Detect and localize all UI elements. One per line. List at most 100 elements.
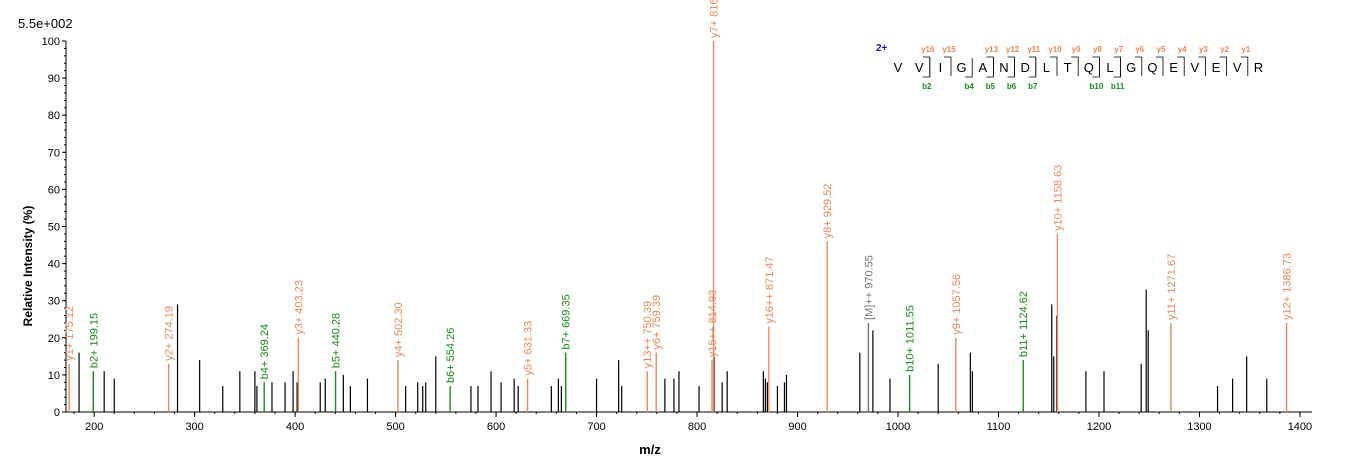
sequence-residue: V [915,60,924,75]
sequence-residue: V [1190,60,1199,75]
x-tick-label: 600 [487,421,505,433]
b-fragment-label: b2 [922,82,932,91]
y-tick-label: 0 [54,407,60,419]
y-fragment-bracket [1113,56,1121,76]
y-fragment-bracket [986,56,994,76]
sequence-residue: V [1233,60,1242,75]
y-fragment-label: y6 [1135,45,1144,54]
y-tick-label: 90 [48,73,60,85]
x-tick-label: 200 [85,421,103,433]
sequence-residue: Q [1147,60,1157,75]
sequence-residue: G [957,60,967,75]
peak-label: y7+ 816.41 [709,0,721,38]
b-fragment-label: b7 [1028,82,1038,91]
peak-label: b6+ 554.26 [445,328,457,383]
peak-label: b5+ 440.28 [331,313,343,368]
y-fragment-label: y2 [1220,45,1229,54]
x-tick-label: 800 [688,421,706,433]
y-fragment-label: y10 [1048,45,1062,54]
peak-label: [M]++ 970.55 [863,255,875,320]
x-tick-label: 300 [185,421,203,433]
y-tick-label: 60 [48,184,60,196]
b-fragment-label: b10 [1090,82,1104,91]
peak-label: y1+ 175.12 [64,306,76,361]
sequence-residue: E [1169,60,1178,75]
sequence-residue: E [1212,60,1221,75]
sequence-residue: G [1126,60,1136,75]
y-tick-label: 20 [48,333,60,345]
b-fragment-bracket [1092,58,1100,78]
sequence-residue: N [999,60,1008,75]
peak-label: y13++ 750.39 [642,301,654,368]
b-fragment-bracket [1028,58,1037,78]
b-fragment-bracket [922,58,931,78]
intensity-scale-label: 5.5e+002 [18,16,73,31]
x-tick-label: 900 [788,421,806,433]
sequence-residue: T [1064,60,1072,75]
y-fragment-label: y7 [1114,45,1123,54]
y-fragment-bracket [1198,56,1206,76]
y-fragment-bracket [1134,56,1143,76]
y-fragment-label: y3 [1199,45,1208,54]
x-tick-label: 700 [587,421,605,433]
peak-label: y11+ 1271.67 [1166,254,1178,320]
y-fragment-label: y4 [1178,45,1187,54]
y-tick-label: 50 [48,222,60,234]
x-tick-label: 1200 [1087,421,1111,433]
y-fragment-bracket [1050,56,1058,76]
b-fragment-bracket [1007,58,1015,78]
peak-label: y3+ 403.23 [293,280,305,335]
peak-label: y2+ 274.19 [164,306,176,361]
sequence-residue: L [1043,60,1050,75]
sequence-residue: V [894,60,903,75]
y-tick-label: 40 [48,259,60,271]
b-fragment-label: b4 [965,82,975,91]
y-fragment-label: y16 [921,45,935,54]
y-tick-label: 10 [48,370,60,382]
b-fragment-bracket [965,58,973,78]
x-tick-label: 1100 [987,421,1011,433]
y-fragment-bracket [944,56,952,76]
peak-label: y6+ 759.39 [651,295,663,350]
x-tick-label: 400 [286,421,304,433]
y-fragment-bracket [922,56,931,76]
y-tick-label: 30 [48,296,60,308]
peak-label: y4+ 502.30 [393,302,405,357]
y-fragment-label: y1 [1241,45,1250,54]
peak-label: y10+ 1158.63 [1052,165,1064,231]
peak-label: y5+ 631.33 [523,321,535,376]
sequence-residue: D [1021,60,1030,75]
b-fragment-bracket [1113,58,1121,78]
y-fragment-label: y15 [942,45,956,54]
peak-label: b10+ 1011.55 [905,305,917,372]
y-fragment-bracket [1156,56,1164,76]
peak-label: y16++ 871.47 [764,256,776,323]
sequence-residue: A [978,60,987,75]
y-fragment-label: y11 [1027,45,1040,54]
y-fragment-bracket [1177,56,1185,76]
y-tick-label: 80 [48,110,60,122]
peak-label: y9+ 1057.56 [951,274,963,335]
charge-state-label: 2+ [876,43,888,54]
y-fragment-label: y12 [1006,45,1020,54]
y-fragment-bracket [1071,56,1079,76]
peak-label: b4+ 369.24 [259,324,271,379]
sequence-residue: L [1106,60,1113,75]
x-axis-label: m/z [639,442,661,457]
peak-label: b7+ 669.35 [561,294,573,349]
y-fragment-label: y9 [1072,45,1081,54]
peak-label: y12+ 1386.73 [1282,253,1294,320]
x-tick-label: 1300 [1187,421,1211,433]
b-fragment-label: b6 [1007,82,1017,91]
y-fragment-bracket [1240,56,1249,76]
y-fragment-label: y8 [1093,45,1102,54]
sequence-residue: R [1254,60,1263,75]
x-tick-label: 1400 [1288,421,1312,433]
b-fragment-label: b11 [1111,82,1125,91]
sequence-residue: I [939,60,943,75]
y-fragment-label: y13 [985,45,999,54]
y-tick-label: 100 [42,36,60,48]
x-tick-label: 1000 [886,421,910,433]
b-fragment-label: b5 [986,82,996,91]
x-tick-label: 500 [386,421,404,433]
